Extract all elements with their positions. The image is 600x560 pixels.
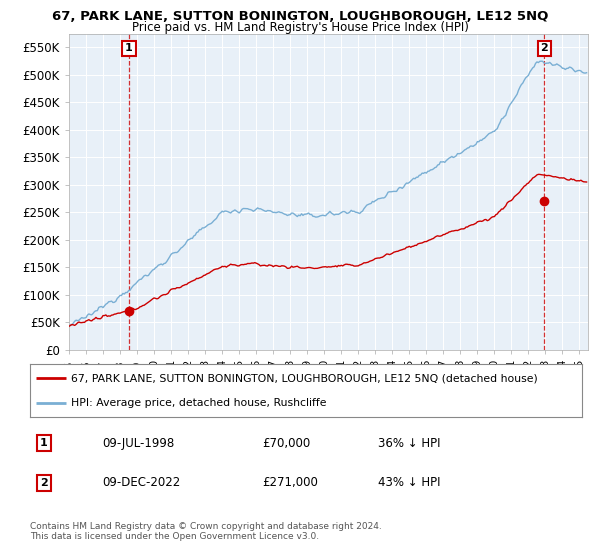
Text: 43% ↓ HPI: 43% ↓ HPI	[378, 477, 440, 489]
Text: Contains HM Land Registry data © Crown copyright and database right 2024.: Contains HM Land Registry data © Crown c…	[30, 522, 382, 531]
Text: 67, PARK LANE, SUTTON BONINGTON, LOUGHBOROUGH, LE12 5NQ (detached house): 67, PARK LANE, SUTTON BONINGTON, LOUGHBO…	[71, 374, 538, 384]
Text: This data is licensed under the Open Government Licence v3.0.: This data is licensed under the Open Gov…	[30, 532, 319, 541]
Text: 36% ↓ HPI: 36% ↓ HPI	[378, 437, 440, 450]
Text: 2: 2	[541, 44, 548, 53]
Text: 67, PARK LANE, SUTTON BONINGTON, LOUGHBOROUGH, LE12 5NQ: 67, PARK LANE, SUTTON BONINGTON, LOUGHBO…	[52, 10, 548, 23]
Text: £271,000: £271,000	[262, 477, 318, 489]
Text: 1: 1	[125, 44, 133, 53]
Text: Price paid vs. HM Land Registry's House Price Index (HPI): Price paid vs. HM Land Registry's House …	[131, 21, 469, 34]
Text: 1: 1	[40, 438, 47, 448]
Text: 09-DEC-2022: 09-DEC-2022	[102, 477, 180, 489]
Text: £70,000: £70,000	[262, 437, 310, 450]
Text: 2: 2	[40, 478, 47, 488]
Text: HPI: Average price, detached house, Rushcliffe: HPI: Average price, detached house, Rush…	[71, 398, 327, 408]
Text: 09-JUL-1998: 09-JUL-1998	[102, 437, 174, 450]
